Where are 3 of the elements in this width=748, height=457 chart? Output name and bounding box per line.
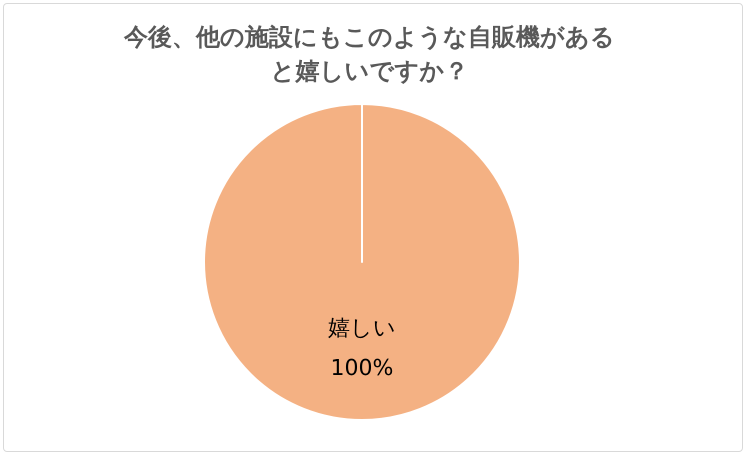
chart-title: 今後、他の施設にもこのような自販機があると嬉しいですか？ — [122, 22, 616, 87]
data-label: 100% — [330, 356, 394, 381]
slice-label: 嬉しい — [328, 316, 396, 341]
